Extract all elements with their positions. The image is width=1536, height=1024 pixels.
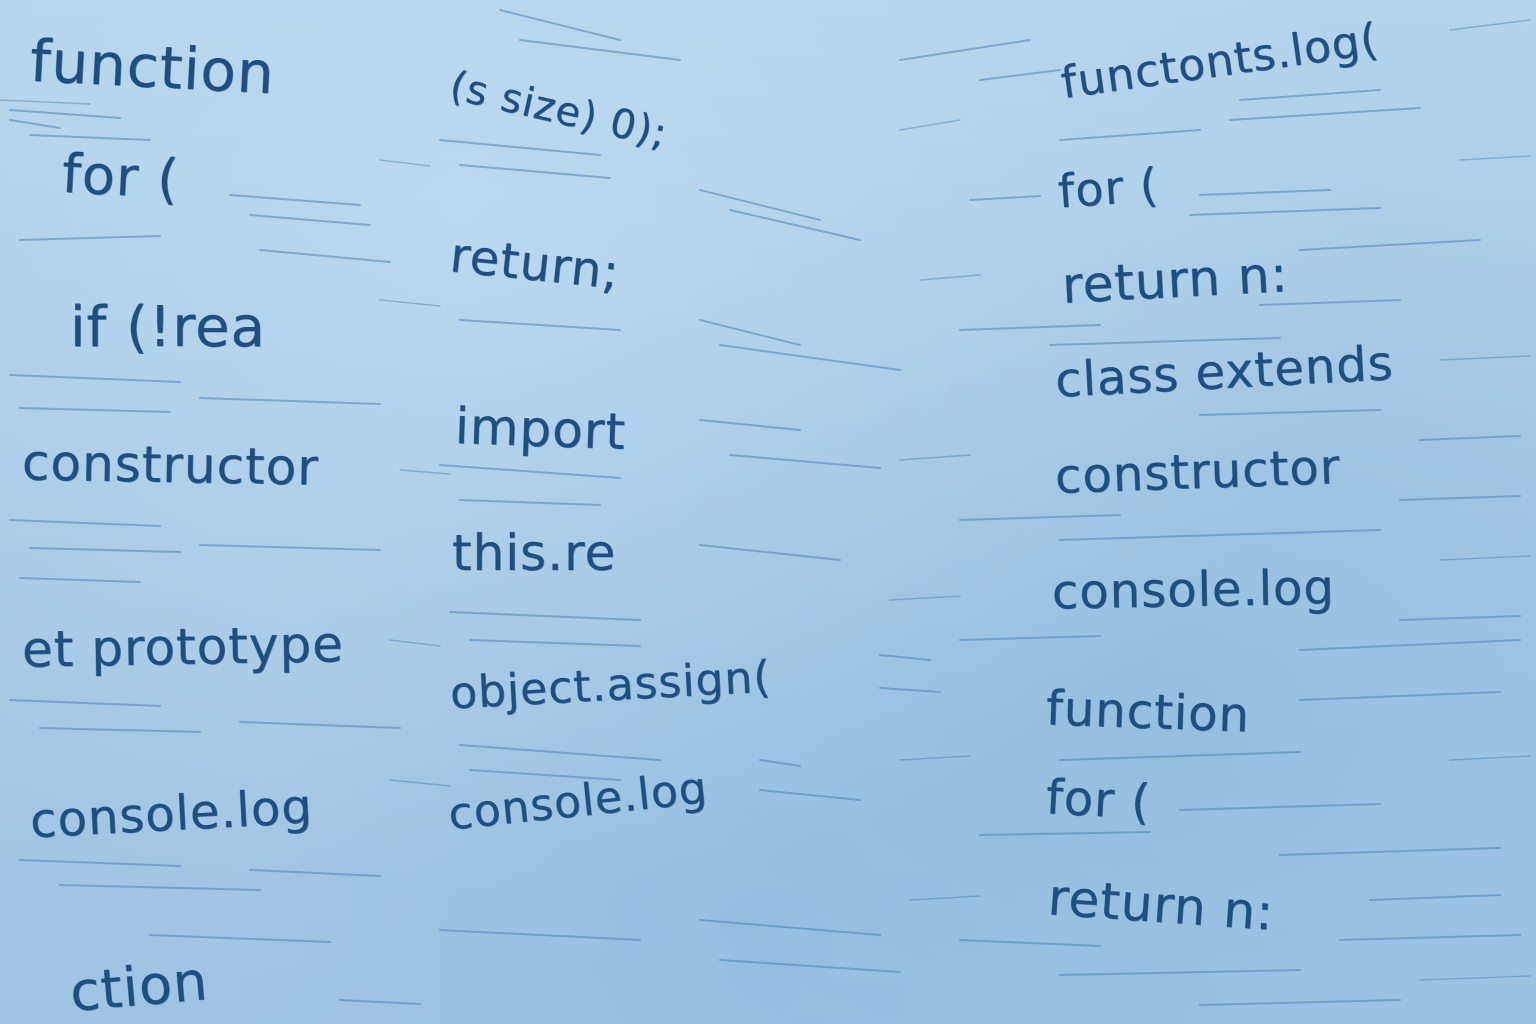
code-line: console.log xyxy=(28,778,315,850)
code-line: if (!rea xyxy=(70,295,266,360)
code-line: constructor xyxy=(1054,439,1342,505)
code-line: for ( xyxy=(60,141,182,212)
code-line: console.log xyxy=(1051,559,1336,621)
code-line: return n: xyxy=(1046,868,1277,942)
code-line: this.re xyxy=(452,524,617,582)
code-line: return n: xyxy=(1060,245,1290,315)
code-line: for ( xyxy=(1056,157,1161,219)
code-line: import xyxy=(454,397,628,461)
code-line: ction xyxy=(67,949,211,1024)
code-line: constructor xyxy=(21,433,320,497)
code-line: for ( xyxy=(1044,769,1153,831)
code-line: function xyxy=(1045,680,1251,744)
code-line: function xyxy=(28,26,277,108)
code-line: et prototype xyxy=(21,615,345,679)
